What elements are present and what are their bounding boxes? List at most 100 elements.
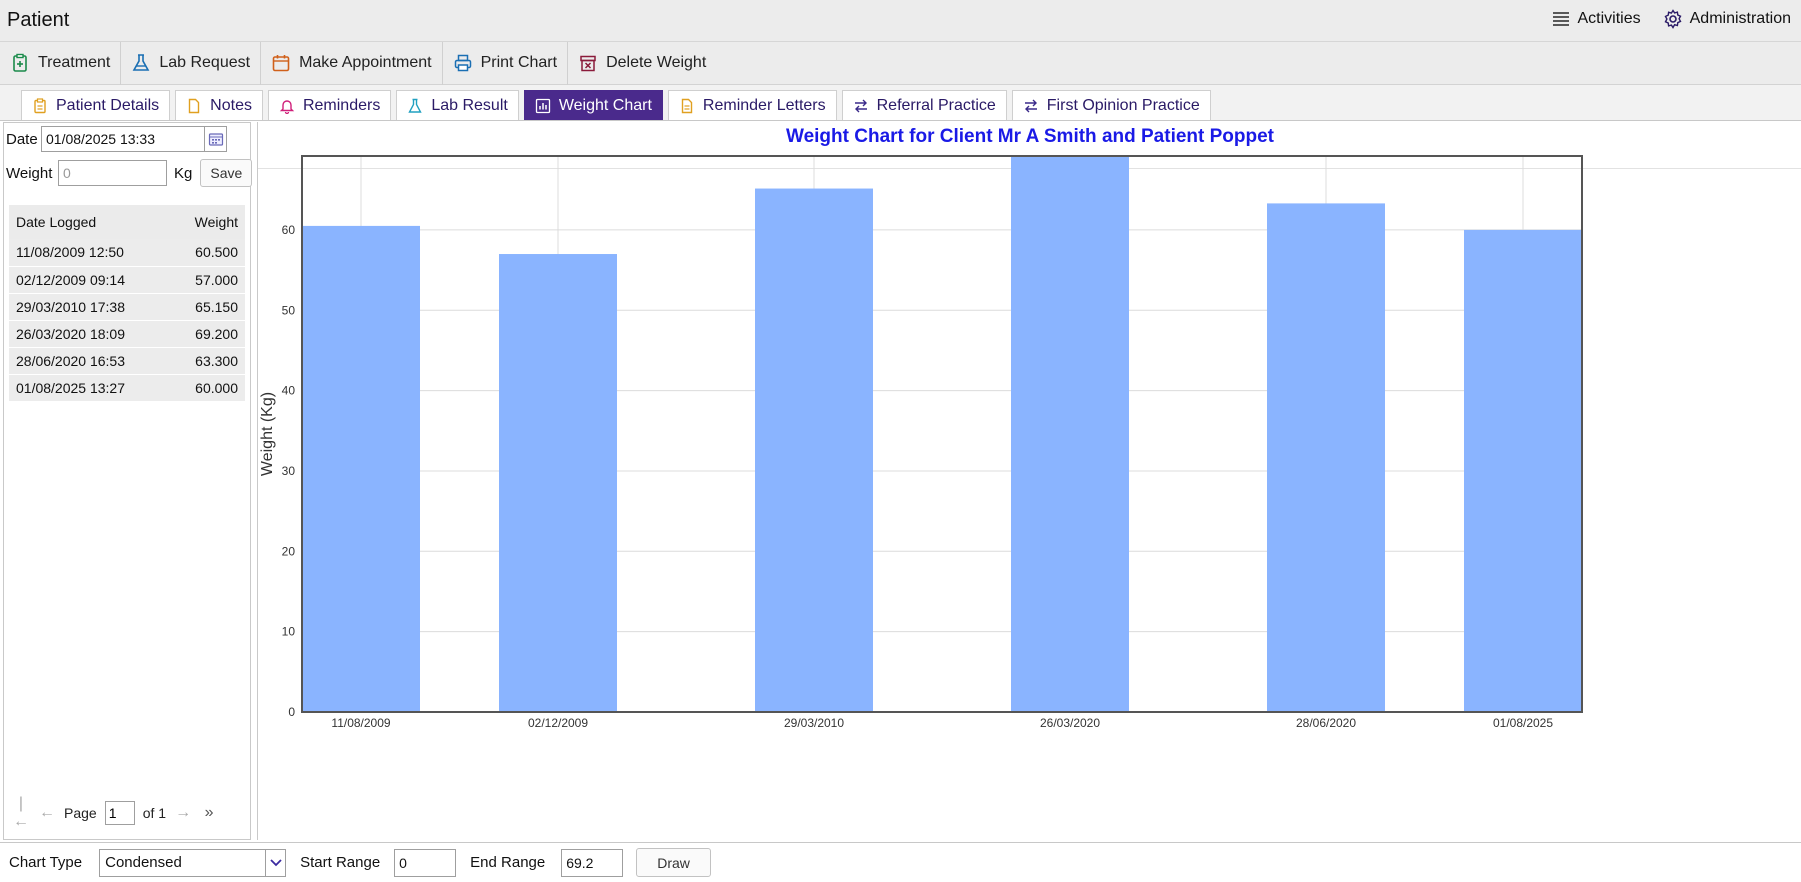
- window-title: Patient: [7, 9, 70, 31]
- swap-icon: [1024, 99, 1037, 112]
- note-icon: [188, 98, 200, 113]
- bar[interactable]: [302, 225, 420, 712]
- printer-icon: [454, 54, 471, 72]
- table-row[interactable]: 28/06/2020 16:53 63.300: [9, 347, 245, 375]
- x-tick-label: 26/03/2020: [1040, 716, 1100, 730]
- delete-weight-label: Delete Weight: [606, 54, 707, 71]
- chart-type-select[interactable]: Condensed: [99, 848, 287, 877]
- chart-type-value: Condensed: [105, 854, 182, 871]
- activities-link[interactable]: Activities: [1551, 9, 1641, 29]
- gear-icon: [1664, 9, 1682, 29]
- start-range-label: Start Range: [300, 854, 381, 871]
- date-cell: 02/12/2009 09:14: [9, 266, 170, 294]
- activities-label: Activities: [1577, 10, 1641, 27]
- administration-link[interactable]: Administration: [1663, 9, 1791, 29]
- bar[interactable]: [499, 254, 617, 712]
- treatment-button[interactable]: Treatment: [0, 41, 122, 85]
- tab-label: Referral Practice: [876, 96, 996, 114]
- calendar-icon: [272, 55, 290, 72]
- pager: |← ← Page of 1 → »: [12, 795, 218, 831]
- tab-lab-result[interactable]: Lab Result: [396, 90, 519, 120]
- table-row[interactable]: 02/12/2009 09:14 57.000: [9, 266, 245, 294]
- y-tick-label: 40: [282, 384, 296, 398]
- weight-table: Date Logged Weight 11/08/2009 12:50 60.50…: [9, 205, 245, 402]
- bell-icon: [279, 99, 295, 114]
- weight-cell: 60.500: [169, 239, 245, 267]
- clipboard-plus-icon: [13, 53, 27, 72]
- weight-label: Weight: [6, 164, 53, 182]
- flask-icon: [132, 54, 150, 71]
- tab-label: Notes: [210, 96, 252, 114]
- lab-request-label: Lab Request: [159, 54, 251, 71]
- administration-label: Administration: [1689, 10, 1791, 27]
- table-row[interactable]: 11/08/2009 12:50 60.500: [9, 239, 245, 267]
- end-range-label: End Range: [470, 854, 546, 871]
- tab-referral-practice[interactable]: Referral Practice: [841, 90, 1007, 120]
- lab-request-button[interactable]: Lab Request: [121, 41, 262, 85]
- date-picker-button[interactable]: [205, 126, 227, 152]
- table-row[interactable]: 01/08/2025 13:27 60.000: [9, 374, 245, 402]
- column-header: Date Logged: [9, 205, 170, 239]
- draw-button[interactable]: Draw: [636, 848, 711, 877]
- date-cell: 26/03/2020 18:09: [9, 320, 170, 348]
- table-row[interactable]: 29/03/2010 17:38 65.150: [9, 293, 245, 321]
- tab-first-opinion-practice[interactable]: First Opinion Practice: [1011, 90, 1211, 120]
- save-button[interactable]: Save: [200, 159, 253, 187]
- next-page-icon[interactable]: →: [175, 804, 192, 821]
- y-tick-label: 50: [282, 303, 296, 317]
- x-tick-label: 28/06/2020: [1296, 716, 1356, 730]
- page-input[interactable]: [104, 801, 135, 825]
- tab-reminders[interactable]: Reminders: [267, 90, 392, 120]
- weight-input[interactable]: [58, 160, 167, 186]
- tab-bar: Patient Details Notes Reminders Lab Resu…: [0, 85, 1801, 121]
- end-range-input[interactable]: [561, 848, 624, 877]
- x-tick-label: 02/12/2009: [528, 716, 588, 730]
- chart-type-label: Chart Type: [9, 854, 83, 871]
- bar[interactable]: [755, 188, 873, 712]
- calendar-icon: [208, 133, 223, 146]
- date-row: Date: [6, 126, 227, 152]
- chart-options-bar: Chart Type Condensed Start Range End Ran…: [0, 842, 1801, 882]
- y-tick-label: 0: [288, 705, 295, 719]
- page-count: of 1: [142, 805, 167, 821]
- delete-box-icon: [580, 55, 596, 72]
- last-page-icon[interactable]: »: [204, 804, 214, 821]
- x-tick-label: 11/08/2009: [331, 716, 390, 730]
- weight-cell: 69.200: [169, 320, 245, 348]
- tab-reminder-letters[interactable]: Reminder Letters: [667, 90, 837, 120]
- print-chart-label: Print Chart: [480, 54, 558, 71]
- date-input[interactable]: [41, 126, 205, 152]
- weight-cell: 60.000: [169, 374, 245, 402]
- first-page-icon[interactable]: |←: [13, 795, 29, 830]
- tab-patient-details[interactable]: Patient Details: [21, 90, 171, 120]
- tab-weight-chart[interactable]: Weight Chart: [523, 90, 663, 120]
- weight-unit: Kg: [174, 164, 193, 182]
- print-chart-button[interactable]: Print Chart: [443, 41, 569, 85]
- tab-notes[interactable]: Notes: [175, 90, 263, 120]
- title-bar: Patient Activities Administration: [0, 0, 1801, 42]
- bar[interactable]: [1267, 203, 1385, 712]
- prev-page-icon[interactable]: ←: [39, 804, 55, 821]
- date-cell: 28/06/2020 16:53: [9, 347, 170, 375]
- bar[interactable]: [1464, 229, 1582, 712]
- make-appointment-button[interactable]: Make Appointment: [261, 41, 443, 85]
- weight-cell: 57.000: [169, 266, 245, 294]
- delete-weight-button[interactable]: Delete Weight: [568, 42, 716, 85]
- toolbar: Treatment Lab Request Make Appointment P…: [0, 41, 1801, 85]
- table-row[interactable]: 26/03/2020 18:09 69.200: [9, 320, 245, 348]
- treatment-label: Treatment: [38, 54, 111, 71]
- start-range-input[interactable]: [394, 848, 457, 877]
- column-header: Weight: [169, 205, 245, 239]
- chevron-down-icon[interactable]: [265, 849, 285, 876]
- table-header-row: Date Logged Weight: [9, 205, 245, 239]
- tab-label: Weight Chart: [558, 96, 652, 114]
- bar[interactable]: [1011, 156, 1129, 712]
- weight-cell: 65.150: [169, 293, 245, 321]
- date-cell: 29/03/2010 17:38: [9, 293, 170, 321]
- list-icon: [1552, 12, 1569, 26]
- bar-chart-icon: [535, 98, 550, 113]
- x-tick-label: 01/08/2025: [1493, 716, 1553, 730]
- page-label: Page: [64, 805, 97, 821]
- flask-icon: [408, 98, 422, 113]
- chart-title: Weight Chart for Client Mr A Smith and P…: [785, 126, 1275, 147]
